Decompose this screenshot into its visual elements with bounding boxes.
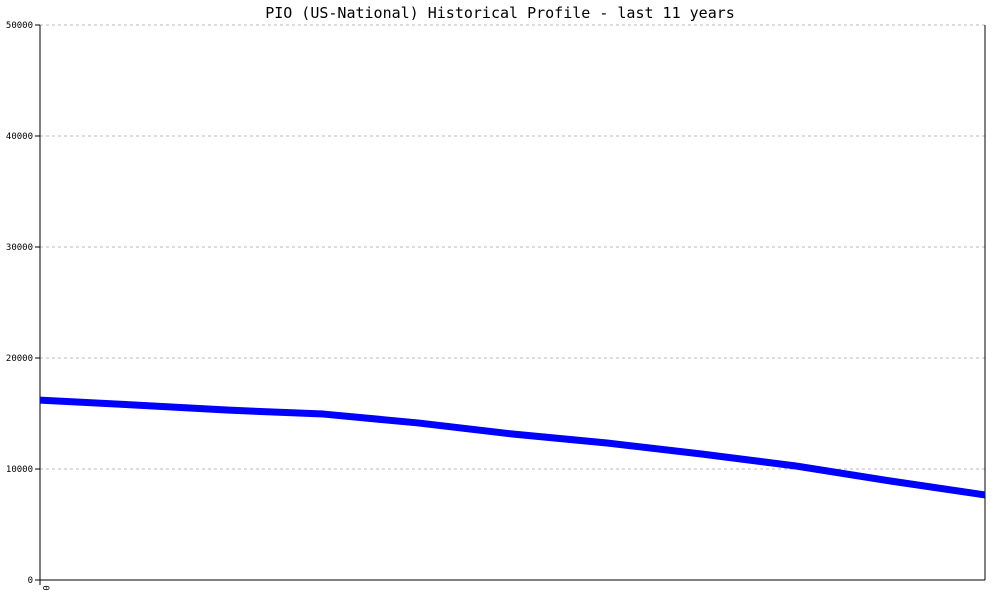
y-tick-label: 0	[28, 576, 33, 586]
y-tick-label: 30000	[6, 243, 33, 253]
y-tick-label: 40000	[6, 132, 33, 142]
y-tick-label: 20000	[6, 354, 33, 364]
chart-title: PIO (US-National) Historical Profile - l…	[265, 4, 735, 22]
x-tick-label: 0	[40, 585, 50, 590]
y-tick-label: 10000	[6, 465, 33, 475]
y-tick-label: 50000	[6, 21, 33, 31]
data-series-line	[39, 396, 986, 499]
